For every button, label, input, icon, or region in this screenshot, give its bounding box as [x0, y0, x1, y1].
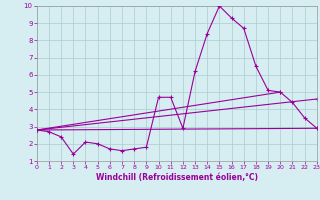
X-axis label: Windchill (Refroidissement éolien,°C): Windchill (Refroidissement éolien,°C) [96, 173, 258, 182]
